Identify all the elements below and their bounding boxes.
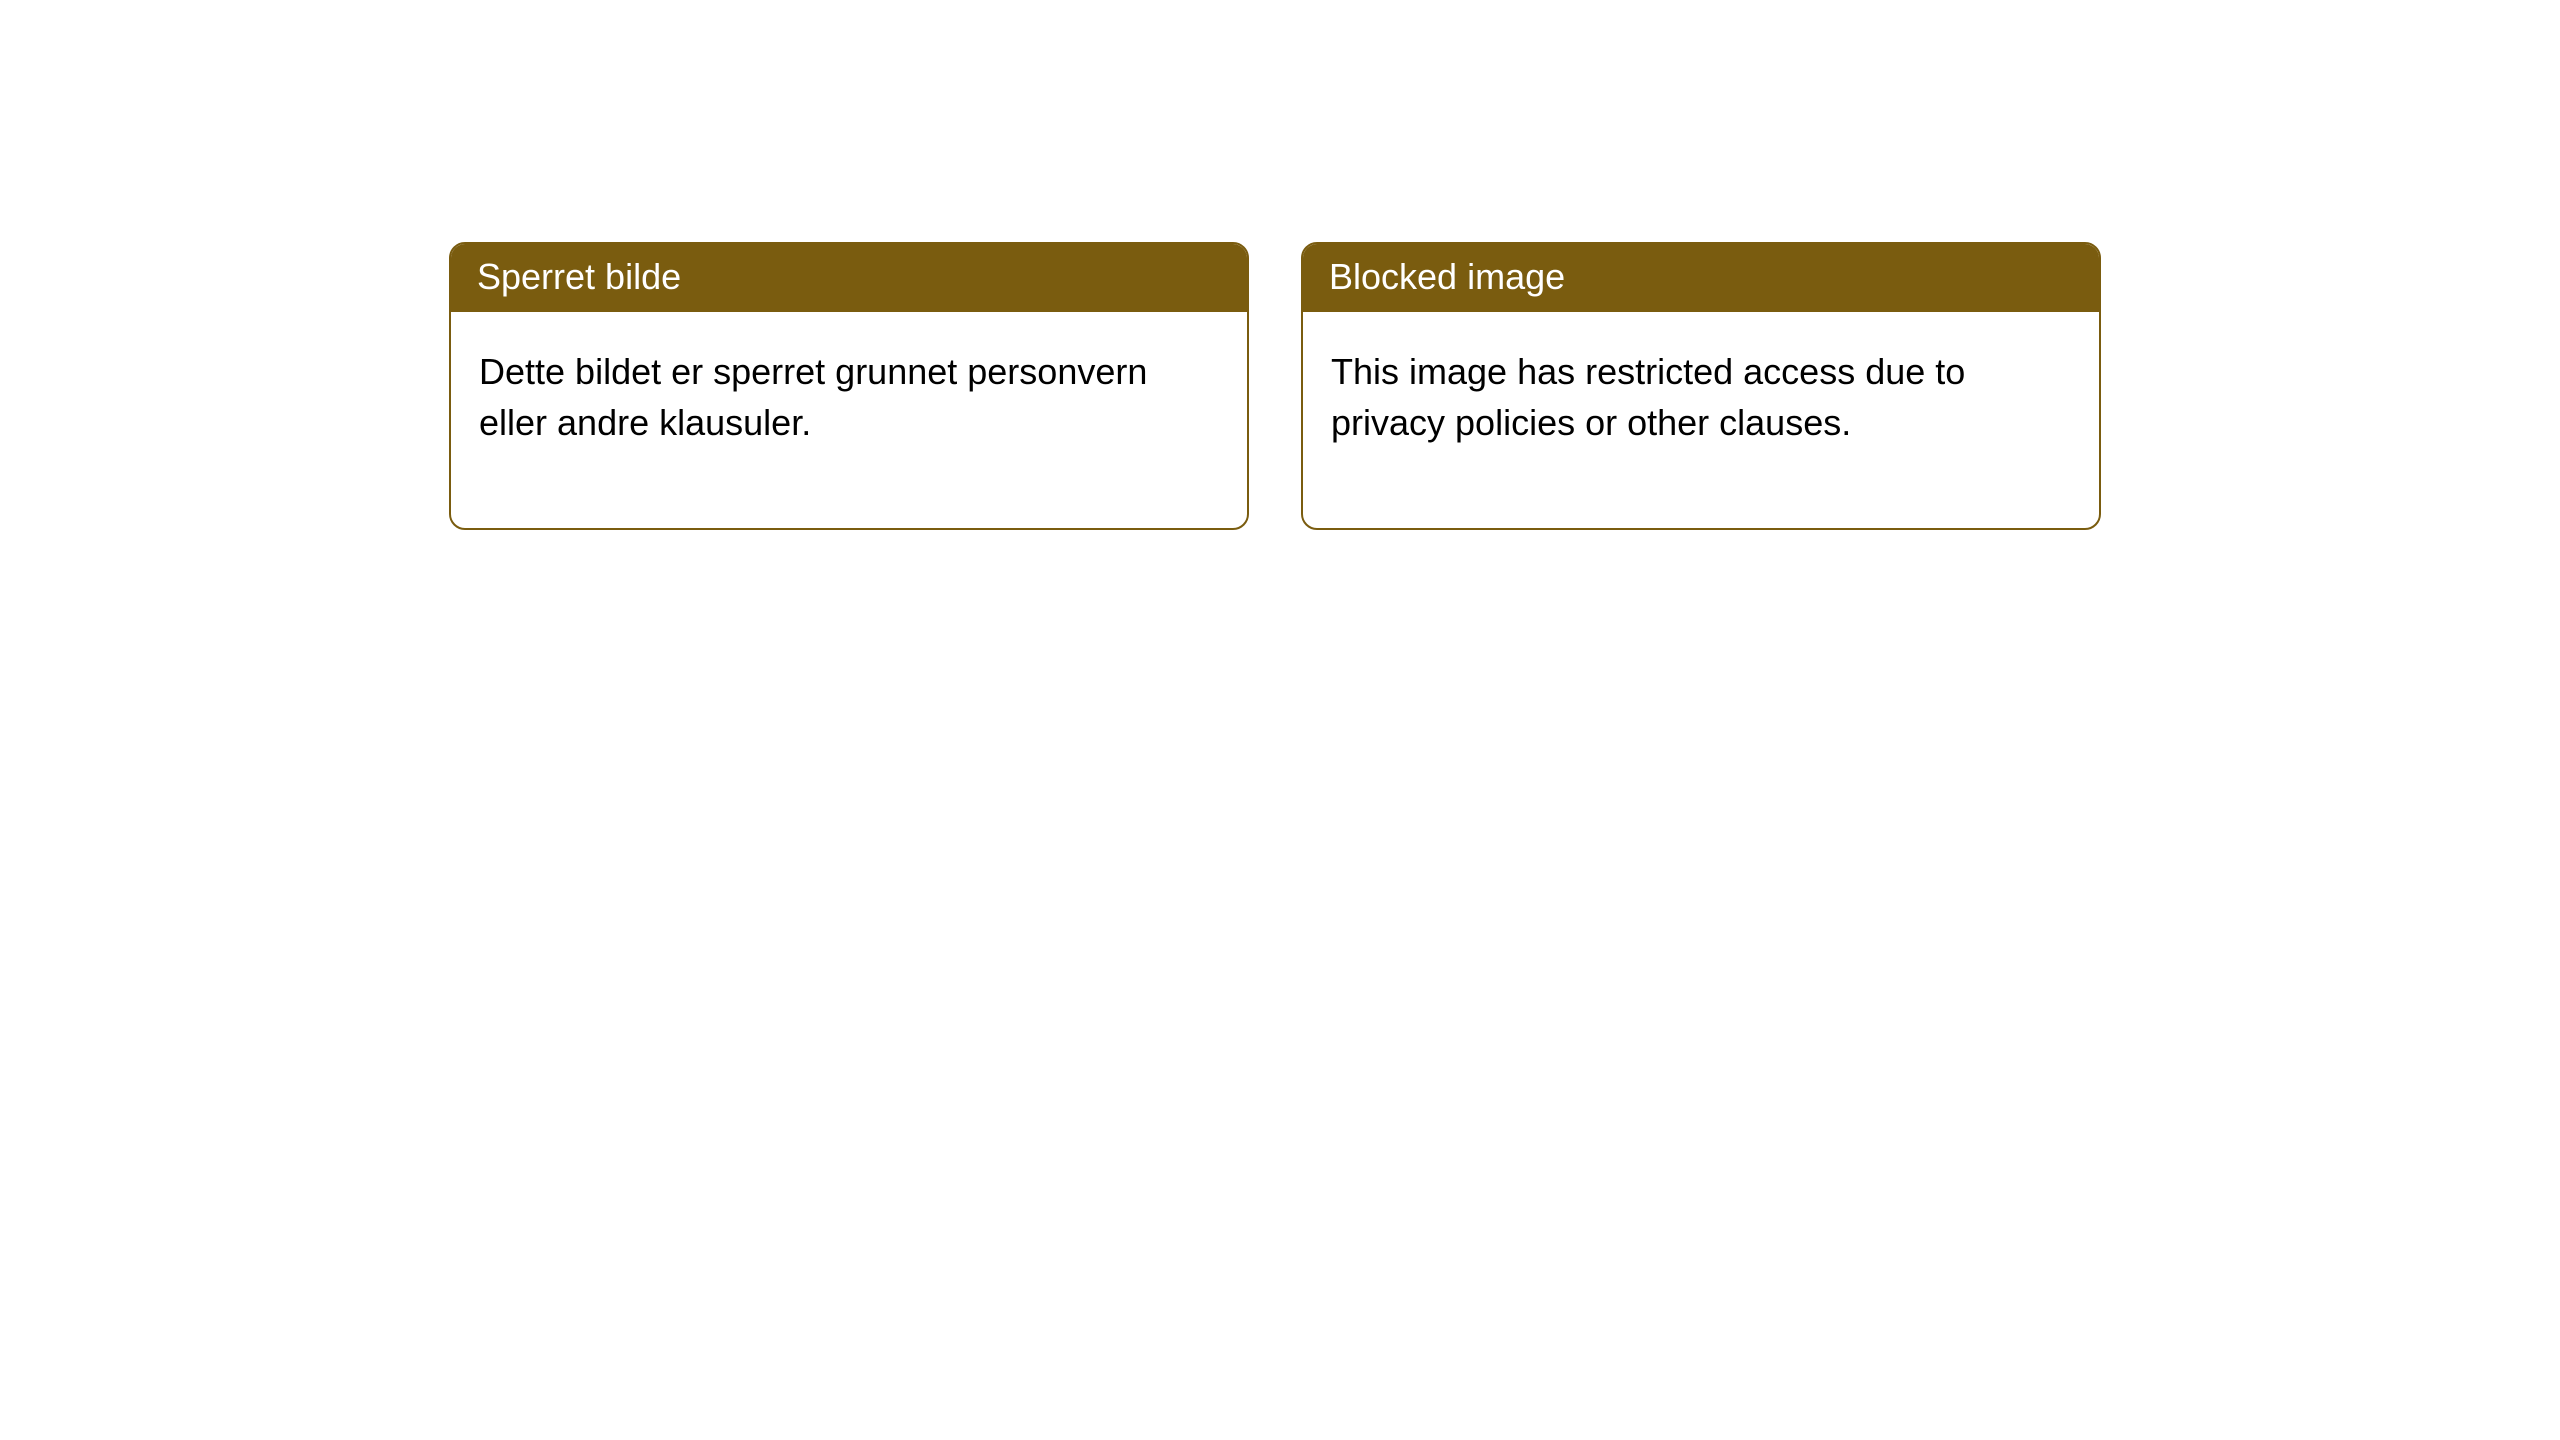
panel-header: Blocked image: [1303, 244, 2099, 312]
panel-body: Dette bildet er sperret grunnet personve…: [451, 312, 1247, 528]
panel-body: This image has restricted access due to …: [1303, 312, 2099, 528]
panel-header: Sperret bilde: [451, 244, 1247, 312]
blocked-image-panel-en: Blocked image This image has restricted …: [1301, 242, 2101, 530]
blocked-image-panel-no: Sperret bilde Dette bildet er sperret gr…: [449, 242, 1249, 530]
panels-container: Sperret bilde Dette bildet er sperret gr…: [0, 0, 2560, 530]
